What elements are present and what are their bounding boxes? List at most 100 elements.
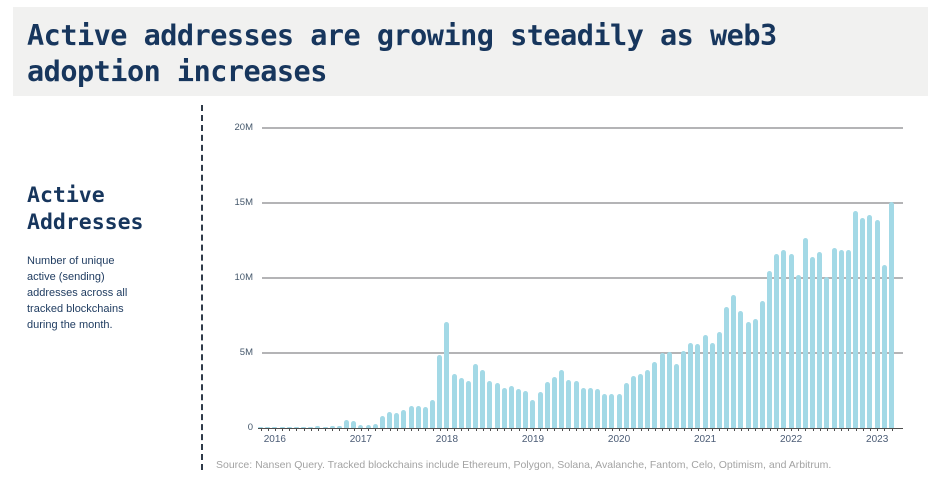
month-tick [855, 428, 857, 431]
month-tick [568, 428, 570, 431]
bar-2022-08 [838, 250, 844, 428]
month-tick [576, 428, 577, 431]
bar-2019-12 [609, 393, 615, 428]
source-attribution: Source: Nansen Query. Tracked blockchain… [216, 459, 832, 471]
bar-2022-10 [853, 210, 859, 428]
bar-2023-02 [881, 264, 887, 428]
month-tick [468, 428, 470, 431]
month-tick [791, 428, 793, 431]
month-tick [554, 428, 556, 431]
bar-2016-04 [293, 426, 299, 428]
bar-2015-12 [265, 426, 271, 428]
x-axis-baseline [258, 428, 903, 429]
month-tick [525, 428, 527, 431]
y-tick-label: 10M [234, 272, 253, 283]
bar-2017-10 [422, 407, 428, 428]
bar-2022-12 [867, 215, 873, 428]
x-tick-label-2020: 2020 [607, 434, 631, 445]
bar-2022-03 [802, 237, 808, 428]
month-tick [647, 428, 649, 431]
bar-2017-07 [401, 410, 407, 428]
bar-2016-07 [315, 426, 321, 428]
bar-2018-06 [480, 369, 486, 428]
month-tick [611, 428, 613, 431]
bar-2017-03 [372, 423, 378, 428]
month-tick [669, 428, 671, 431]
bar-2017-02 [365, 425, 371, 428]
bar-2018-11 [516, 389, 522, 428]
bar-2018-09 [501, 387, 507, 428]
month-tick [640, 428, 642, 431]
bar-2020-12 [695, 344, 701, 428]
month-tick [260, 428, 262, 431]
month-tick [841, 428, 843, 431]
bar-2022-02 [795, 275, 801, 428]
month-tick [282, 428, 283, 431]
bar-2016-06 [308, 426, 314, 428]
month-tick [296, 428, 298, 431]
month-tick [748, 428, 750, 431]
month-tick [382, 428, 384, 431]
bar-2021-09 [759, 300, 765, 428]
bar-2017-09 [415, 405, 421, 428]
month-tick [511, 428, 513, 431]
bar-2021-04 [724, 306, 730, 428]
bar-2018-10 [508, 386, 514, 428]
gridline-10M [262, 277, 903, 279]
bar-2022-09 [845, 250, 851, 428]
month-tick [461, 428, 463, 431]
x-tick-label-2018: 2018 [435, 434, 459, 445]
month-tick [353, 428, 355, 431]
bar-2020-11 [688, 343, 694, 428]
bar-2018-05 [473, 364, 479, 428]
month-tick [583, 428, 585, 431]
sidebar-description: Number of unique active (sending) addres… [27, 255, 128, 331]
bar-2017-11 [430, 399, 436, 428]
bar-2021-01 [702, 335, 708, 428]
x-tick-label-2021: 2021 [693, 434, 717, 445]
y-tick-label: 0 [247, 422, 253, 433]
month-tick [654, 428, 656, 431]
month-tick [561, 428, 563, 431]
month-tick [798, 428, 800, 431]
month-tick [776, 428, 778, 431]
month-tick [819, 428, 821, 431]
bar-2016-09 [329, 426, 335, 428]
month-tick [676, 428, 678, 431]
month-tick [862, 428, 864, 431]
month-tick [497, 428, 499, 431]
bar-2022-05 [817, 251, 823, 428]
month-tick [339, 428, 341, 431]
month-tick [418, 428, 420, 431]
bar-2021-08 [752, 318, 758, 428]
month-tick [812, 428, 814, 431]
month-tick [317, 428, 319, 431]
bar-2016-11 [344, 419, 350, 428]
month-tick [891, 428, 893, 431]
month-tick [346, 428, 348, 431]
month-tick [633, 428, 635, 431]
month-tick [762, 428, 764, 431]
bar-chart-plot-area [258, 127, 903, 431]
month-tick [604, 428, 606, 431]
month-tick [690, 428, 692, 431]
month-tick [712, 428, 714, 431]
month-tick [783, 428, 785, 431]
bar-2021-05 [731, 294, 737, 428]
bar-2016-05 [301, 426, 307, 428]
month-tick [769, 428, 771, 431]
bar-2017-08 [408, 406, 414, 428]
gridline-20M [262, 127, 903, 129]
month-tick [332, 428, 334, 431]
month-tick [504, 428, 506, 431]
y-tick-label: 5M [239, 347, 253, 358]
month-tick [755, 428, 757, 431]
month-tick [360, 428, 362, 431]
bar-2022-07 [831, 248, 837, 428]
bar-2018-04 [465, 380, 471, 428]
month-tick [547, 428, 549, 431]
bar-2019-11 [602, 394, 608, 428]
month-tick [310, 428, 312, 431]
month-tick [403, 428, 405, 431]
page-title: Active addresses are growing steadily as… [27, 19, 777, 88]
